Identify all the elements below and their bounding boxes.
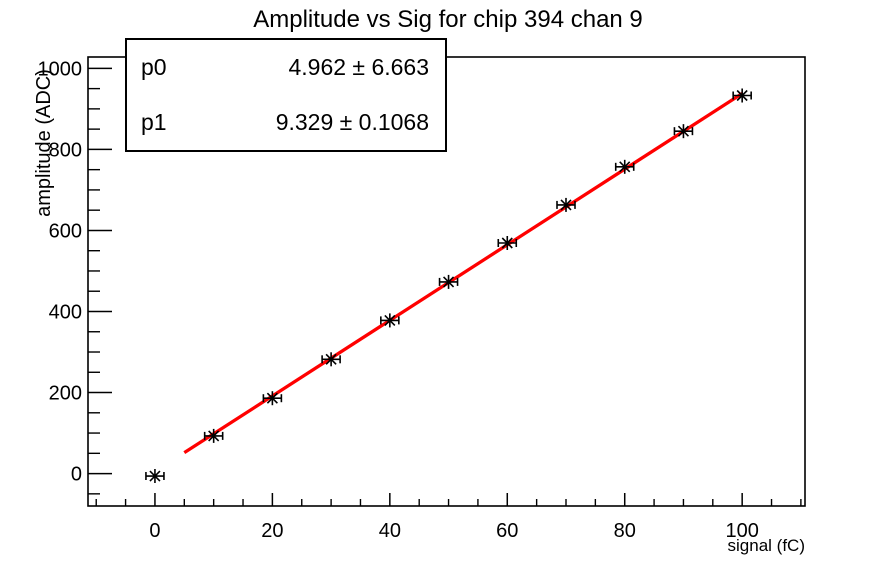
data-point-marker <box>560 199 572 211</box>
data-point-marker <box>384 314 396 326</box>
fit-line <box>183 92 744 455</box>
y-axis-title: amplitude (ADC) <box>33 69 55 217</box>
x-axis-title: signal (fC) <box>727 536 805 555</box>
data-point-marker <box>325 353 337 365</box>
data-point-marker <box>619 161 631 173</box>
x-tick-label: 80 <box>614 520 636 542</box>
y-tick-label: 200 <box>49 383 82 405</box>
y-tick-label: 0 <box>71 464 82 486</box>
param-p0-label: p0 <box>141 54 167 80</box>
param-p0-value: 4.962 ± 6.663 <box>288 54 429 80</box>
x-tick-label: 60 <box>496 520 518 542</box>
y-tick-label: 800 <box>49 139 82 161</box>
data-point-marker <box>208 430 220 442</box>
x-tick-label: 100 <box>725 520 758 542</box>
data-point-marker <box>736 89 748 102</box>
param-p1-label: p1 <box>141 109 167 135</box>
data-point-marker <box>677 125 690 137</box>
x-tick-label: 40 <box>379 520 401 542</box>
fit-stats-box: p0 4.962 ± 6.663 p1 9.329 ± 0.1068 <box>125 38 447 152</box>
chart-title: Amplitude vs Sig for chip 394 chan 9 <box>253 6 643 33</box>
x-tick-label: 20 <box>261 520 283 542</box>
param-p1-value: 9.329 ± 0.1068 <box>275 109 429 135</box>
y-tick-label: 400 <box>49 301 82 323</box>
data-point-marker <box>501 237 513 249</box>
stats-row-p0: p0 4.962 ± 6.663 <box>127 56 445 79</box>
y-tick-label: 600 <box>49 220 82 242</box>
data-point-marker <box>266 392 278 404</box>
data-point-marker <box>442 276 455 288</box>
stats-row-p1: p1 9.329 ± 0.1068 <box>127 111 445 134</box>
y-tick-label: 1000 <box>38 58 83 80</box>
data-point-marker <box>149 470 161 482</box>
x-tick-label: 0 <box>149 520 160 542</box>
